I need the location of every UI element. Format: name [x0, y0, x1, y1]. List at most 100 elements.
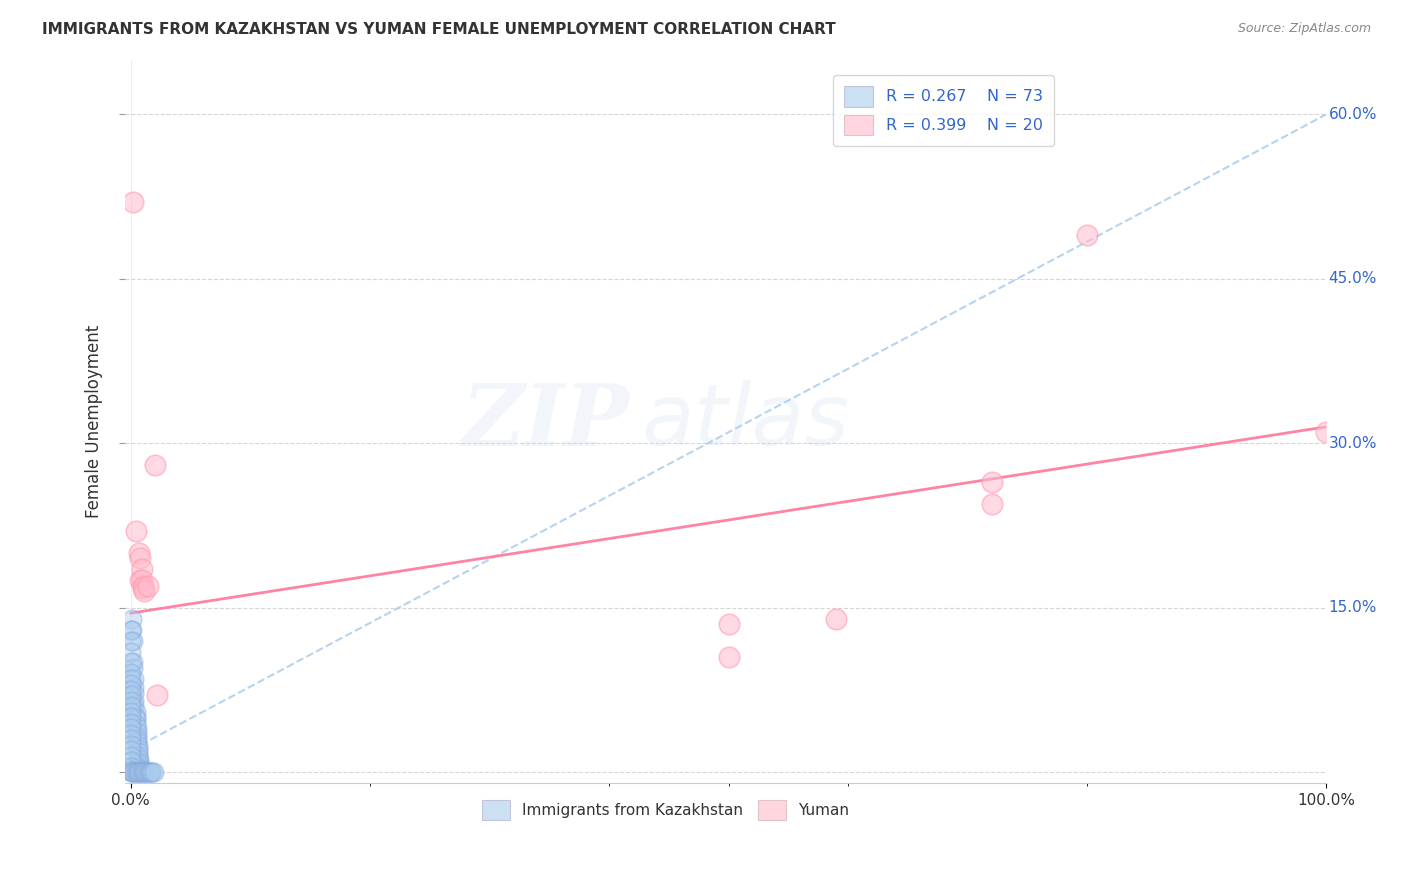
Point — [125, 765, 148, 780]
Point — [122, 195, 145, 210]
Point — [139, 765, 162, 780]
Point — [120, 732, 142, 747]
Point — [143, 458, 166, 472]
Point — [128, 546, 150, 560]
Point — [120, 677, 142, 691]
Point — [125, 721, 148, 735]
Point — [124, 680, 146, 694]
Point — [120, 666, 142, 681]
Point — [135, 765, 157, 780]
Point — [127, 745, 149, 759]
Point — [124, 686, 146, 700]
Point — [124, 716, 146, 731]
Point — [128, 755, 150, 769]
Point — [120, 743, 142, 757]
Point — [980, 475, 1002, 489]
Point — [122, 661, 145, 675]
Point — [127, 742, 149, 756]
Point — [124, 672, 146, 686]
Point — [141, 765, 163, 780]
Point — [128, 765, 150, 780]
Text: ZIP: ZIP — [461, 380, 630, 463]
Point — [124, 524, 146, 538]
Point — [120, 748, 142, 763]
Point — [120, 644, 142, 658]
Point — [132, 584, 155, 599]
Point — [120, 682, 142, 697]
Text: 45.0%: 45.0% — [1329, 271, 1376, 286]
Point — [122, 765, 145, 780]
Point — [717, 650, 740, 665]
Point — [127, 748, 149, 763]
Point — [120, 738, 142, 752]
Legend: Immigrants from Kazakhstan, Yuman: Immigrants from Kazakhstan, Yuman — [477, 794, 855, 826]
Point — [125, 729, 148, 743]
Point — [128, 757, 150, 772]
Point — [121, 623, 143, 637]
Point — [128, 759, 150, 773]
Point — [120, 633, 142, 648]
Point — [136, 579, 159, 593]
Point — [142, 765, 165, 780]
Text: 15.0%: 15.0% — [1329, 600, 1376, 615]
Point — [120, 710, 142, 724]
Point — [120, 715, 142, 730]
Point — [146, 689, 169, 703]
Point — [124, 765, 146, 780]
Point — [139, 765, 162, 780]
Point — [128, 752, 150, 766]
Text: Source: ZipAtlas.com: Source: ZipAtlas.com — [1237, 22, 1371, 36]
Point — [132, 765, 155, 780]
Point — [120, 672, 142, 686]
Point — [120, 623, 142, 637]
Text: atlas: atlas — [641, 380, 849, 463]
Point — [138, 765, 160, 780]
Point — [136, 765, 159, 780]
Point — [120, 763, 142, 777]
Point — [717, 617, 740, 632]
Point — [127, 739, 149, 753]
Point — [120, 694, 142, 708]
Point — [131, 764, 153, 778]
Point — [124, 710, 146, 724]
Point — [124, 765, 146, 780]
Point — [121, 612, 143, 626]
Point — [121, 765, 143, 780]
Point — [124, 694, 146, 708]
Point — [124, 713, 146, 727]
Text: 60.0%: 60.0% — [1329, 107, 1376, 122]
Point — [122, 633, 145, 648]
Point — [980, 496, 1002, 510]
Point — [127, 765, 149, 780]
Point — [120, 759, 142, 773]
Text: IMMIGRANTS FROM KAZAKHSTAN VS YUMAN FEMALE UNEMPLOYMENT CORRELATION CHART: IMMIGRANTS FROM KAZAKHSTAN VS YUMAN FEMA… — [42, 22, 837, 37]
Point — [120, 754, 142, 768]
Point — [129, 765, 152, 780]
Point — [825, 612, 848, 626]
Point — [120, 699, 142, 714]
Point — [132, 581, 155, 595]
Point — [120, 721, 142, 735]
Point — [129, 762, 152, 776]
Point — [1076, 227, 1098, 242]
Point — [132, 765, 155, 780]
Point — [131, 562, 153, 576]
Point — [129, 551, 152, 566]
Point — [124, 705, 146, 719]
Point — [125, 735, 148, 749]
Y-axis label: Female Unemployment: Female Unemployment — [86, 325, 103, 518]
Point — [120, 727, 142, 741]
Point — [129, 574, 152, 588]
Point — [134, 765, 156, 780]
Point — [1315, 425, 1337, 440]
Point — [120, 656, 142, 670]
Point — [125, 732, 148, 747]
Point — [131, 574, 153, 588]
Point — [124, 699, 146, 714]
Text: 30.0%: 30.0% — [1329, 436, 1376, 450]
Point — [120, 689, 142, 703]
Point — [125, 724, 148, 739]
Point — [132, 579, 155, 593]
Point — [120, 765, 142, 780]
Point — [129, 763, 152, 777]
